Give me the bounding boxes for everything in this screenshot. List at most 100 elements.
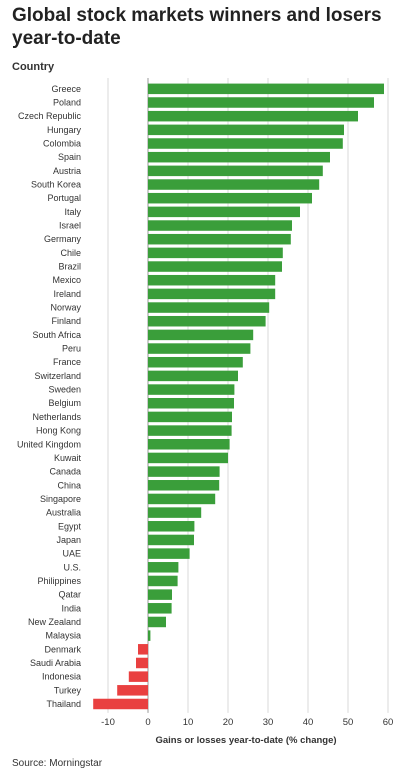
x-tick-labels: -10 0 10 20 30 40 50 60 xyxy=(101,717,393,728)
bar xyxy=(148,603,172,614)
category-label: Malaysia xyxy=(45,631,81,641)
bar xyxy=(148,562,179,573)
bar xyxy=(148,384,235,395)
bar xyxy=(148,630,151,641)
category-label: Saudi Arabia xyxy=(30,658,81,668)
category-label: Peru xyxy=(62,344,81,354)
category-label: Japan xyxy=(56,535,81,545)
bar xyxy=(148,452,228,464)
bar-chart: Greece Poland Czech Republic Hungary Colombi… xyxy=(17,78,393,746)
bar xyxy=(148,575,178,587)
category-label: Mexico xyxy=(52,275,81,285)
category-label: Ireland xyxy=(53,289,81,299)
category-label: Thailand xyxy=(46,699,81,709)
category-label: Portugal xyxy=(47,193,81,203)
bar xyxy=(148,329,254,341)
category-label: Greece xyxy=(51,84,81,94)
bar xyxy=(148,507,202,518)
category-label: France xyxy=(53,357,81,367)
x-axis-title: Gains or losses year-to-date (% change) xyxy=(155,735,336,746)
chart-title: Global stock markets winners and losers … xyxy=(12,5,382,49)
category-label: United Kingdom xyxy=(17,439,81,449)
category-label: Philippines xyxy=(37,576,81,586)
category-label: Norway xyxy=(50,303,81,313)
category-label: Switzerland xyxy=(34,371,81,381)
category-label: New Zealand xyxy=(28,617,81,627)
category-label: South Africa xyxy=(32,330,81,340)
bar xyxy=(148,480,220,491)
category-label: Hong Kong xyxy=(36,426,81,436)
category-label: Singapore xyxy=(40,494,81,504)
category-label: Australia xyxy=(46,508,81,518)
category-label: Egypt xyxy=(58,521,82,531)
category-labels: Greece Poland Czech Republic Hungary Colombi… xyxy=(17,84,82,709)
category-label: U.S. xyxy=(63,562,81,572)
bar xyxy=(148,179,320,190)
bar xyxy=(148,466,220,477)
category-label: India xyxy=(61,603,81,613)
bar xyxy=(148,548,190,559)
bar xyxy=(148,411,232,423)
category-label: UAE xyxy=(62,549,81,559)
bar xyxy=(148,247,283,259)
bar xyxy=(148,110,358,122)
y-axis-title: Country xyxy=(12,61,55,73)
category-label: Colombia xyxy=(43,139,81,149)
category-label: China xyxy=(57,480,81,490)
bar xyxy=(148,233,291,245)
x-tick-label: 30 xyxy=(263,717,274,728)
bar xyxy=(148,315,266,327)
category-label: Israel xyxy=(59,221,81,231)
bar xyxy=(148,425,232,436)
bar xyxy=(148,165,323,177)
bar xyxy=(148,493,216,505)
category-label: Denmark xyxy=(44,644,81,654)
bar xyxy=(148,261,282,272)
bar xyxy=(148,589,172,600)
bar xyxy=(148,616,166,628)
bar xyxy=(148,124,344,136)
category-label: Germany xyxy=(44,234,82,244)
category-label: Sweden xyxy=(48,385,81,395)
x-tick-label: 40 xyxy=(303,717,314,728)
bar xyxy=(148,97,374,108)
category-label: Finland xyxy=(51,316,81,326)
category-label: Brazil xyxy=(58,262,81,272)
category-label: Netherlands xyxy=(32,412,81,422)
bar xyxy=(117,685,148,696)
bar xyxy=(148,192,312,204)
bar xyxy=(136,657,148,669)
bars xyxy=(93,83,384,710)
bar xyxy=(148,356,243,368)
category-label: Spain xyxy=(58,152,81,162)
bar xyxy=(148,220,292,231)
category-label: Indonesia xyxy=(42,672,81,682)
bar xyxy=(128,671,148,682)
bar xyxy=(93,698,148,710)
category-label: Chile xyxy=(60,248,81,258)
category-label: Poland xyxy=(53,98,81,108)
x-tick-label: 50 xyxy=(343,717,354,728)
bar xyxy=(148,439,230,450)
bar xyxy=(148,397,234,409)
category-label: Belgium xyxy=(48,398,81,408)
bar xyxy=(148,302,270,313)
bar xyxy=(138,644,148,655)
bar xyxy=(148,288,276,300)
bar xyxy=(148,151,330,163)
category-label: Kuwait xyxy=(54,453,82,463)
x-tick-label: 60 xyxy=(383,717,394,728)
category-label: Italy xyxy=(64,207,81,217)
category-label: Hungary xyxy=(47,125,82,135)
category-label: Czech Republic xyxy=(18,111,82,121)
category-label: Turkey xyxy=(54,685,82,695)
bar xyxy=(148,521,195,532)
category-label: South Korea xyxy=(31,180,81,190)
x-tick-label: 0 xyxy=(145,717,150,728)
bar xyxy=(148,370,238,382)
bar xyxy=(148,83,384,95)
bar xyxy=(148,206,300,218)
x-tick-label: 20 xyxy=(223,717,234,728)
x-tick-label: 10 xyxy=(183,717,194,728)
category-label: Qatar xyxy=(58,590,81,600)
